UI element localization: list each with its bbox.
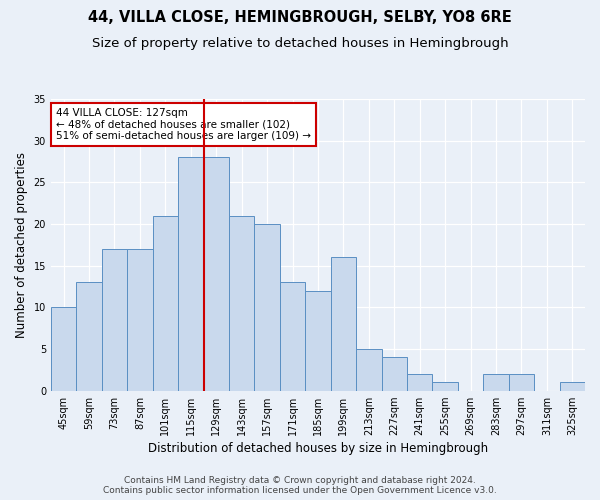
Bar (509, 374, 534, 390)
Bar (433, 382, 458, 390)
Text: 44, VILLA CLOSE, HEMINGBROUGH, SELBY, YO8 6RE: 44, VILLA CLOSE, HEMINGBROUGH, SELBY, YO… (88, 10, 512, 25)
Bar (254, 224, 280, 390)
Bar (51, 308, 76, 390)
X-axis label: Distribution of detached houses by size in Hemingbrough: Distribution of detached houses by size … (148, 442, 488, 455)
Bar (203, 158, 229, 390)
Bar (407, 374, 433, 390)
Bar (305, 290, 331, 390)
Bar (483, 374, 509, 390)
Bar (178, 158, 203, 390)
Text: 44 VILLA CLOSE: 127sqm
← 48% of detached houses are smaller (102)
51% of semi-de: 44 VILLA CLOSE: 127sqm ← 48% of detached… (56, 108, 311, 141)
Bar (356, 349, 382, 391)
Bar (280, 282, 305, 391)
Bar (76, 282, 102, 391)
Bar (152, 216, 178, 390)
Bar (102, 249, 127, 390)
Text: Size of property relative to detached houses in Hemingbrough: Size of property relative to detached ho… (92, 38, 508, 51)
Bar (382, 358, 407, 390)
Bar (127, 249, 152, 390)
Y-axis label: Number of detached properties: Number of detached properties (15, 152, 28, 338)
Text: Contains HM Land Registry data © Crown copyright and database right 2024.
Contai: Contains HM Land Registry data © Crown c… (103, 476, 497, 495)
Bar (229, 216, 254, 390)
Bar (331, 258, 356, 390)
Bar (560, 382, 585, 390)
